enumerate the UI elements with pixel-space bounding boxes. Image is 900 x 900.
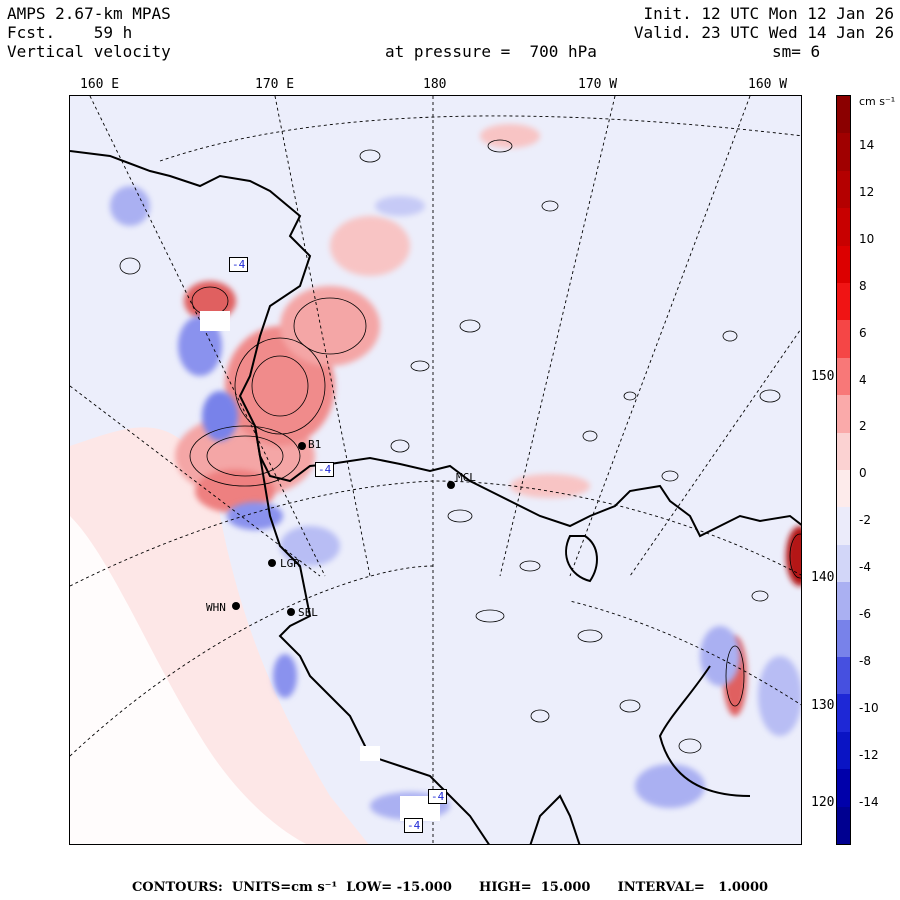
colorbar-tick-label: 2 (859, 419, 867, 434)
colorbar-segment (837, 582, 850, 621)
colorbar-segment (837, 96, 850, 134)
graticule (70, 96, 801, 844)
upward-motion-areas (175, 124, 801, 716)
colorbar-tick-label: -8 (859, 653, 871, 668)
colorbar-segment (837, 283, 850, 321)
contour-info-footer: CONTOURS: UNITS=cm s⁻¹ LOW= -15.000 HIGH… (131, 880, 769, 895)
colorbar-segment (837, 657, 850, 695)
colorbar-tick-label: 10 (859, 231, 875, 246)
contour-label: -4 (315, 462, 335, 477)
station-marker[interactable] (298, 442, 306, 450)
colorbar-segment (837, 170, 850, 209)
colorbar-tick-label: 14 (859, 138, 875, 152)
field-name: Vertical velocity (7, 42, 171, 61)
station-label-whn: WHN (206, 601, 226, 614)
lon-label-160e: 160 E (80, 77, 120, 92)
model-title: AMPS 2.67-km MPAS (7, 4, 171, 23)
colorbar-tick-label: -14 (859, 794, 879, 809)
colorbar-segment (837, 544, 850, 583)
contour-label: -4 (428, 789, 448, 804)
station-marker[interactable] (268, 559, 276, 567)
station-label-mcl: MCL (456, 471, 476, 484)
colorbar-segment (837, 245, 850, 284)
pressure-level: at pressure = 700 hPa (385, 42, 597, 61)
init-time: Init. 12 UTC Mon 12 Jan 26 (643, 4, 894, 23)
station-marker[interactable] (287, 608, 295, 616)
map-panel (69, 95, 802, 845)
station-label-sel: SEL (298, 606, 318, 619)
colorbar-tick-label: -10 (859, 700, 879, 715)
lon-label-160w: 160 W (748, 77, 788, 92)
colorbar-tick-label: -6 (859, 607, 871, 621)
colorbar-tick-label: -4 (859, 560, 871, 575)
lon-label-170w: 170 W (578, 77, 618, 92)
colorbar-segment (837, 320, 850, 359)
contour-label: -4 (404, 818, 424, 833)
lon-label-170e: 170 E (255, 77, 295, 92)
no-data-region (70, 516, 307, 844)
colorbar-tick-label: 0 (859, 466, 867, 481)
station-label-b1: B1 (308, 438, 322, 451)
colorbar-segment (837, 806, 850, 845)
colorbar-segment (837, 395, 850, 434)
colorbar-segment (837, 432, 850, 471)
contour-label: -4 (229, 257, 249, 272)
colorbar-segment (837, 619, 850, 658)
colorbar-segment (837, 507, 850, 546)
valid-time: Valid. 23 UTC Wed 14 Jan 26 (633, 23, 894, 42)
colorbar-tick-label: 6 (859, 325, 867, 340)
lon-label-180: 180 (423, 77, 447, 92)
colorbar (836, 95, 851, 845)
colorbar-tick-label: 12 (859, 184, 875, 199)
smoothing-value: sm= 6 (772, 42, 821, 61)
station-marker[interactable] (232, 602, 240, 610)
colorbar-tick-label: 8 (859, 278, 867, 293)
colorbar-segment (837, 731, 850, 770)
station-marker[interactable] (447, 481, 455, 489)
forecast-hour: Fcst. 59 h (7, 23, 133, 42)
colorbar-segment (837, 208, 850, 247)
colorbar-tick-label: -12 (859, 747, 879, 762)
colorbar-tick-label: -2 (859, 513, 871, 528)
colorbar-segment (837, 769, 850, 808)
colorbar-segment (837, 470, 850, 508)
colorbar-segment (837, 133, 850, 172)
colorbar-segment (837, 357, 850, 396)
vertical-velocity-map (70, 96, 801, 844)
station-label-lgr: LGR (280, 557, 300, 570)
colorbar-units: cm s⁻¹ (859, 95, 896, 108)
contour-cells (119, 139, 801, 754)
colorbar-segment (837, 694, 850, 733)
colorbar-tick-label: 4 (859, 372, 867, 387)
